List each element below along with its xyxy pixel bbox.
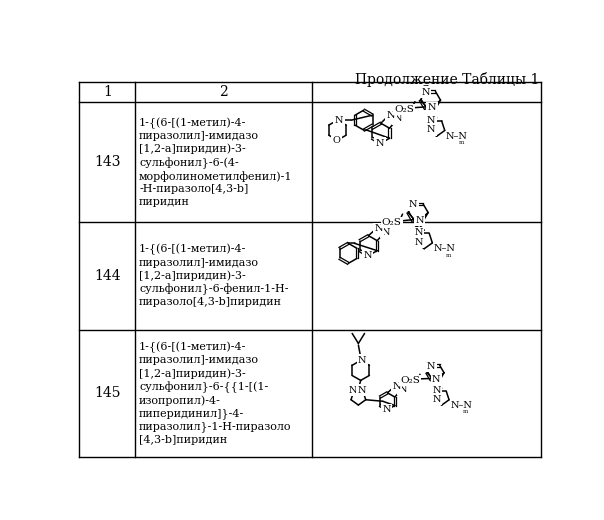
Text: 1-{(6-[(1-метил)-4-
пиразолил]-имидазо
[1,2-а]пиридин)-3-
сульфонил}-6-{{1-[(1-
: 1-{(6-[(1-метил)-4- пиразолил]-имидазо [… [139,342,292,445]
Text: N: N [416,216,424,225]
Text: O₂S: O₂S [382,218,402,227]
Text: N: N [364,251,372,260]
Text: N: N [414,238,423,246]
Text: 1-{(6-[(1-метил)-4-
пиразолил]-имидазо
[1,2-а]пиридин)-3-
сульфонил}-6-(4-
морфо: 1-{(6-[(1-метил)-4- пиразолил]-имидазо [… [139,118,292,207]
Text: 143: 143 [94,155,121,169]
Text: N: N [428,103,436,112]
Text: N: N [358,356,367,365]
Text: O₂S: O₂S [400,376,420,385]
Text: O: O [333,136,341,145]
Text: 3: 3 [422,85,431,99]
Text: 2: 2 [219,85,228,99]
Text: 1-{(6-[(1-метил)-4-
пиразолил]-имидазо
[1,2-а]пиридин)-3-
сульфонил}-6-фенил-1-Н: 1-{(6-[(1-метил)-4- пиразолил]-имидазо [… [139,244,289,307]
Text: N: N [349,386,358,395]
Text: N: N [357,386,365,395]
Text: ₘ: ₘ [458,137,464,146]
Text: N: N [398,385,407,394]
Text: N–N: N–N [450,400,472,410]
Text: N: N [394,114,402,123]
Text: N: N [393,382,401,391]
Text: N: N [382,405,391,414]
Text: N: N [432,395,441,404]
Text: N: N [376,139,384,148]
Text: 1: 1 [103,85,112,99]
Text: N: N [427,362,435,371]
Text: 145: 145 [94,386,121,400]
Text: N: N [409,200,417,209]
Text: N: N [387,111,395,120]
Text: N: N [426,125,435,134]
Text: N–N: N–N [434,244,455,253]
Text: N: N [335,115,343,125]
Text: N: N [426,116,435,125]
Text: N: N [374,224,383,233]
Text: Продолжение Таблицы 1: Продолжение Таблицы 1 [355,72,539,87]
Text: 144: 144 [94,269,121,283]
Text: N: N [382,228,390,237]
Text: N: N [432,386,440,395]
Text: N: N [414,228,423,237]
Text: ₘ: ₘ [446,250,451,258]
Text: N: N [432,375,440,384]
Text: O₂S: O₂S [394,105,414,114]
Text: ₘ: ₘ [463,406,468,415]
Text: N–N: N–N [446,132,468,141]
Text: N: N [421,88,429,97]
